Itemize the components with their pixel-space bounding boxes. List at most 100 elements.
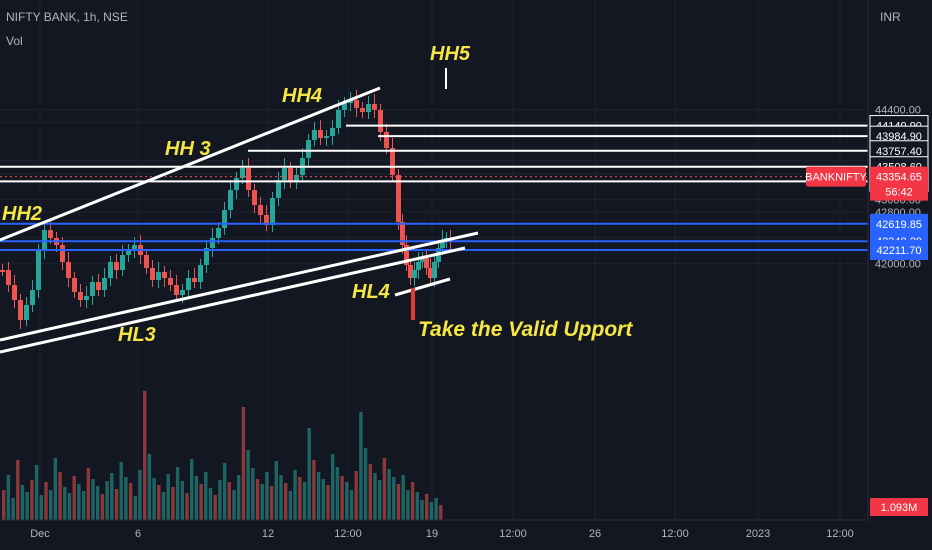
volume-bar xyxy=(354,471,358,520)
volume-bar xyxy=(25,492,29,520)
volume-bar xyxy=(49,490,53,520)
volume-bar xyxy=(194,476,199,520)
volume-bar xyxy=(110,473,114,520)
price-axis[interactable]: 44400.0044200.0043600.0043400.0043000.00… xyxy=(805,0,932,550)
volume-bar xyxy=(77,484,81,520)
candle xyxy=(132,245,137,250)
volume-bar xyxy=(246,450,250,520)
volume-bar xyxy=(157,485,161,520)
candle xyxy=(126,250,131,255)
candle xyxy=(416,262,421,270)
volume-bar xyxy=(251,468,255,520)
volume-bar xyxy=(425,494,429,520)
volume-bar xyxy=(359,412,363,520)
candle xyxy=(330,128,335,136)
candle xyxy=(216,228,221,238)
current-price-box xyxy=(870,166,928,201)
volume-bar xyxy=(316,472,321,520)
candle xyxy=(186,278,191,290)
candle xyxy=(440,240,445,248)
volume-bar xyxy=(16,460,20,520)
volume-bar xyxy=(378,480,382,520)
annotation-hh5: HH5 xyxy=(430,43,471,65)
volume-bar xyxy=(382,458,387,520)
volume-value-label: 1.093M xyxy=(881,502,918,514)
candle xyxy=(108,262,113,278)
candle xyxy=(30,290,35,305)
volume-bar xyxy=(237,475,241,520)
time-axis[interactable]: Dec 6 12 12:00 19 12:00 26 12:00 2023 12:00 xyxy=(0,519,868,540)
volume-bar xyxy=(293,470,297,520)
volume-bar xyxy=(434,498,438,520)
candle xyxy=(42,230,47,250)
candle xyxy=(78,292,83,300)
volume-bar xyxy=(86,468,90,520)
candle xyxy=(396,175,401,222)
volume-bar xyxy=(30,480,34,520)
volume-bar xyxy=(415,492,419,520)
volume-bar xyxy=(119,462,123,520)
candle xyxy=(6,270,11,285)
price-level-label: 43984.90 xyxy=(876,131,922,143)
price-level-box xyxy=(870,213,928,234)
candle xyxy=(60,245,65,262)
volume-bar xyxy=(147,454,152,520)
candle xyxy=(258,205,263,215)
volume-bar xyxy=(185,493,189,520)
candle xyxy=(210,238,215,248)
price-level-box xyxy=(870,240,928,261)
candle xyxy=(12,285,17,300)
volume-bar xyxy=(124,477,128,520)
volume-bar xyxy=(91,479,95,520)
volume-bar xyxy=(128,483,133,520)
candle xyxy=(222,210,227,228)
candle xyxy=(180,290,185,295)
price-level-label: 43757.40 xyxy=(876,146,922,158)
volume-bar xyxy=(232,490,236,520)
volume-bar xyxy=(255,479,260,520)
candle xyxy=(84,296,89,300)
time-tick: 12:00 xyxy=(661,528,689,540)
candle xyxy=(384,132,389,148)
volume-bar xyxy=(406,490,410,520)
trendlines xyxy=(0,68,479,354)
trendline-lower-2[interactable] xyxy=(394,277,451,297)
volume-bar xyxy=(326,485,330,520)
annotation-hh4: HH4 xyxy=(282,85,322,107)
volume-bar xyxy=(274,461,278,520)
volume-bar xyxy=(396,484,401,520)
candle xyxy=(282,168,287,180)
volume-bar xyxy=(96,486,100,520)
volume-bar xyxy=(2,490,6,520)
trendline-mid[interactable] xyxy=(0,231,479,342)
volume-bar xyxy=(260,484,264,520)
candle xyxy=(114,262,119,270)
volume-bar xyxy=(20,485,25,520)
candle xyxy=(404,245,409,265)
trendline-upper[interactable] xyxy=(0,86,381,242)
price-tick: 42000.00 xyxy=(875,259,921,271)
volume-bar xyxy=(349,490,354,520)
volume-bar xyxy=(100,494,105,520)
annotation-hh3: HH 3 xyxy=(165,138,211,160)
volume-bar xyxy=(373,473,377,520)
candle xyxy=(366,104,371,112)
countdown-label: 56:42 xyxy=(885,187,913,199)
volume-bar xyxy=(67,493,72,520)
trendline-lower-1[interactable] xyxy=(0,246,466,354)
candle xyxy=(264,215,269,225)
candle xyxy=(348,100,353,103)
candle xyxy=(342,103,347,110)
candle xyxy=(72,278,77,292)
time-tick: 6 xyxy=(135,528,141,540)
volume-bar xyxy=(11,498,15,520)
volume-bar xyxy=(302,482,307,520)
volume-bar xyxy=(345,482,349,520)
candle xyxy=(66,262,71,278)
annotation-hl4: HL4 xyxy=(352,281,390,303)
volume-bar xyxy=(161,492,166,520)
annotation-hh2: HH2 xyxy=(2,203,42,225)
annotation-hl3: HL3 xyxy=(118,324,156,346)
candle xyxy=(150,268,155,280)
